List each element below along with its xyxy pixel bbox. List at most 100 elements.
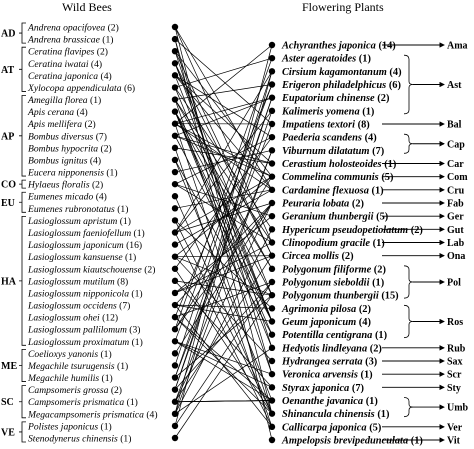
text-part: Geum japonicum [282, 317, 356, 328]
text-part: (1) [102, 373, 113, 384]
text-part: Circea mollis [282, 251, 339, 262]
link [174, 135, 273, 322]
link [174, 111, 273, 348]
text-part: Oenanthe javanica [282, 396, 363, 407]
text-part: (14) [378, 41, 395, 52]
family-label: Fab [447, 199, 464, 210]
bee-node [171, 362, 179, 369]
plant-label: Callicarpa japonica (5) [282, 422, 381, 433]
text-part: Styrax japonica [282, 383, 349, 394]
family-label: Sty [447, 383, 461, 394]
link [174, 26, 273, 243]
text-part: (6) [124, 83, 135, 94]
text-part: (2) [374, 264, 386, 275]
text-part: (7) [96, 131, 107, 142]
plant-node [268, 331, 276, 338]
text-part: Lasioglossum occidens [27, 301, 117, 312]
bee-node [171, 434, 179, 442]
link [174, 232, 273, 427]
link [174, 99, 273, 243]
text-part: (2) [97, 47, 108, 58]
text-part: (1) [359, 54, 371, 65]
text-part: (2) [352, 199, 364, 210]
link [174, 26, 273, 191]
plant-node [268, 120, 276, 128]
bees-title: Wild Bees [62, 0, 112, 14]
link [174, 202, 273, 330]
bee-node [171, 398, 179, 405]
bee-node [171, 265, 179, 272]
family-label: Ger [447, 212, 464, 223]
link [174, 97, 273, 125]
text-part: Callicarpa japonica [282, 422, 367, 433]
text-part: (4) [77, 107, 88, 118]
text-part: Andrena opacifovea [27, 23, 105, 34]
plant-label: Potentilla centigrana (1) [282, 330, 387, 341]
bee-node [171, 156, 179, 164]
link [174, 123, 273, 177]
text-part: (12) [102, 313, 118, 324]
link [174, 99, 273, 270]
family-brace [403, 265, 414, 299]
link [174, 229, 273, 414]
bee-label: Campsomeris prismatica (1) [28, 397, 138, 408]
family-label: Gut [447, 225, 464, 236]
link [174, 316, 273, 414]
link [174, 44, 273, 124]
text-part: Campsomeris grossa [28, 385, 109, 396]
family-label: Pol [447, 278, 461, 289]
family-label: Ver [447, 422, 463, 433]
plant-node [268, 344, 276, 352]
link [174, 304, 273, 428]
text-part: Paederia scandens [282, 133, 362, 144]
link [174, 75, 273, 164]
text-part: Megachile humilis [27, 373, 99, 384]
link [174, 111, 273, 270]
text-part: Hypericum pseudopetiolatum [281, 225, 408, 236]
text-part: Lasioglossum japonicum [27, 240, 124, 251]
bee-label: Bombus hypocrita (2) [28, 143, 112, 154]
link [174, 84, 273, 318]
family-label: Com [447, 172, 468, 183]
text-part: Polygonum thunbergii [282, 291, 379, 302]
link [174, 110, 273, 390]
text-part: (5) [369, 422, 381, 433]
link [174, 400, 273, 403]
plant-label: Veronica arvensis (1) [282, 370, 373, 381]
family-label: Cru [447, 185, 465, 196]
plant-label: Clinopodium gracile (1) [282, 238, 385, 249]
bee-label: Hylaeus floralis (2) [27, 180, 103, 191]
bee-label: Stenodynerus chinensis (1) [28, 434, 131, 445]
family-label: Ona [447, 251, 465, 262]
family-label: Cap [447, 139, 465, 150]
bee-node [171, 108, 179, 115]
plant-node [268, 68, 276, 75]
plant-label: Cardamine flexuosa (1) [282, 185, 384, 196]
link [174, 149, 273, 173]
bee-label: Xylocopa appendiculata (6) [27, 83, 135, 94]
text-part: (1) [102, 35, 113, 46]
text-part: Apis mellifera [27, 119, 82, 130]
text-part: (1) [362, 106, 374, 117]
group-bracket [19, 22, 26, 44]
text-part: (3) [129, 325, 140, 336]
text-part: (2) [341, 251, 353, 262]
bee-node [171, 422, 179, 430]
plant-label: Shinancula chinensis (1) [282, 409, 389, 420]
text-part: Cirsium kagamontanum [282, 67, 387, 78]
bee-node [171, 253, 179, 260]
link [174, 38, 273, 125]
bee-label: Lasioglossum nipponicola (1) [27, 288, 143, 299]
bee-label: Eumenes micado (4) [27, 192, 107, 203]
text-part: (2) [111, 385, 122, 396]
link [174, 136, 273, 269]
plant-label: Commelina communis (5) [282, 172, 393, 183]
link [174, 57, 273, 88]
text-part: Polygonum filiforme [282, 264, 372, 275]
plant-node [268, 41, 276, 49]
text-part: Polistes japonicus [27, 421, 98, 432]
text-part: (1) [131, 288, 142, 299]
group-label: AD [1, 29, 15, 40]
family-label: Ros [447, 317, 463, 328]
link [174, 71, 273, 233]
